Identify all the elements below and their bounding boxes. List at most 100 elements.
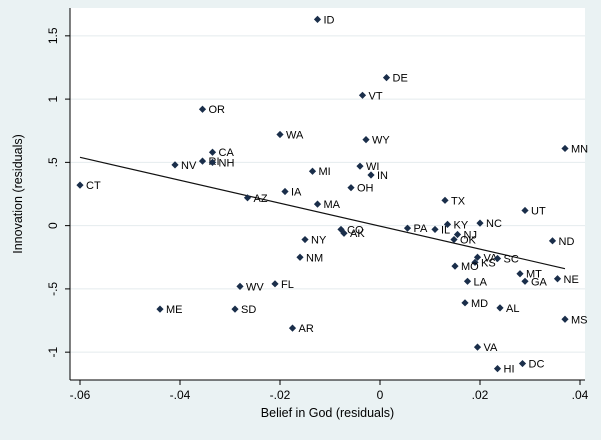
point-label: AK xyxy=(350,228,365,240)
point-label: OH xyxy=(357,183,374,195)
x-tick-label: 0 xyxy=(377,388,384,402)
point-label: CT xyxy=(86,180,101,192)
diamond-marker xyxy=(493,254,502,263)
diamond-marker xyxy=(561,144,569,153)
point-label: ND xyxy=(559,236,575,248)
diamond-marker xyxy=(288,324,297,332)
data-point: KS xyxy=(471,257,496,269)
diamond-marker xyxy=(441,196,449,204)
data-point: ND xyxy=(548,236,575,248)
point-label: AR xyxy=(299,323,314,335)
point-label: SC xyxy=(504,254,519,266)
point-label: WI xyxy=(366,161,379,173)
point-label: VT xyxy=(369,90,383,102)
x-tick-label: -.06 xyxy=(70,388,91,402)
point-label: UT xyxy=(531,205,546,217)
diamond-marker xyxy=(276,130,284,139)
point-label: WA xyxy=(286,130,304,142)
diamond-marker xyxy=(453,230,462,239)
point-label: VA xyxy=(484,252,499,264)
diamond-marker xyxy=(473,343,482,351)
data-point: NM xyxy=(296,252,323,264)
data-point: AR xyxy=(288,323,314,335)
point-label: NE xyxy=(564,274,579,286)
point-label: IN xyxy=(377,170,388,182)
diamond-marker xyxy=(243,194,252,202)
point-label: NH xyxy=(219,157,235,169)
diamond-marker xyxy=(271,280,279,288)
data-point: IA xyxy=(281,186,302,198)
data-point: MS xyxy=(561,314,588,326)
data-point: AK xyxy=(340,228,365,240)
point-label: FL xyxy=(281,279,294,291)
point-label: NV xyxy=(181,160,197,172)
diamond-marker xyxy=(340,229,348,237)
diamond-marker xyxy=(561,315,569,323)
x-tick-label: -.04 xyxy=(170,388,191,402)
diamond-marker xyxy=(471,258,479,266)
diamond-marker xyxy=(403,224,412,232)
x-tick-label: .02 xyxy=(472,388,489,402)
y-tick-label: -.5 xyxy=(46,282,60,296)
data-point: GA xyxy=(521,276,548,288)
diamond-marker xyxy=(208,148,217,156)
data-point: MN xyxy=(561,143,588,155)
diamond-marker xyxy=(313,200,322,208)
data-point: WV xyxy=(236,281,264,293)
data-point: WY xyxy=(362,135,390,147)
diamond-marker xyxy=(367,171,375,179)
diamond-marker xyxy=(476,219,484,227)
point-label: WY xyxy=(372,135,390,147)
point-label: AZ xyxy=(254,193,268,205)
diamond-marker xyxy=(301,235,309,244)
data-point: NY xyxy=(301,235,327,247)
diamond-marker xyxy=(362,135,370,144)
diamond-marker xyxy=(382,73,391,82)
point-label: NY xyxy=(311,235,327,247)
point-label: IA xyxy=(291,186,302,198)
point-label: KS xyxy=(481,257,496,269)
point-label: CO xyxy=(347,224,364,236)
data-point: HI xyxy=(493,364,515,376)
point-label: TX xyxy=(451,195,466,207)
data-point: TX xyxy=(441,195,466,207)
diamond-marker xyxy=(358,91,367,99)
data-point: ME xyxy=(156,304,183,316)
data-point: DE xyxy=(382,73,408,85)
point-label: PA xyxy=(414,223,429,235)
diamond-marker xyxy=(296,253,304,261)
diamond-marker xyxy=(521,206,529,215)
point-label: IL xyxy=(441,224,450,236)
point-label: MD xyxy=(471,298,488,310)
diamond-marker xyxy=(463,277,472,285)
fit-line xyxy=(79,156,566,270)
point-label: OR xyxy=(209,104,226,116)
diamond-marker xyxy=(198,105,207,113)
diamond-marker xyxy=(553,275,562,283)
fit-line-group xyxy=(79,156,566,270)
diamond-marker xyxy=(281,187,289,196)
data-point: NH xyxy=(208,157,235,169)
data-point: OR xyxy=(198,104,226,116)
point-label: MO xyxy=(461,261,479,273)
point-label: AL xyxy=(506,303,519,315)
point-label: NM xyxy=(306,252,323,264)
point-label: WV xyxy=(246,281,264,293)
diamond-marker xyxy=(451,262,459,270)
data-point: MD xyxy=(461,298,488,310)
point-label: DC xyxy=(529,359,545,371)
point-label: LA xyxy=(474,276,488,288)
point-label: MT xyxy=(526,269,542,281)
point-label: ID xyxy=(324,14,335,26)
diamond-marker xyxy=(171,161,179,169)
data-point: NC xyxy=(476,218,502,230)
data-point: WI xyxy=(356,161,379,173)
data-point: IN xyxy=(367,170,388,182)
point-label: CA xyxy=(219,147,235,159)
data-point: NE xyxy=(553,274,579,286)
point-label: VA xyxy=(484,342,499,354)
data-point: FL xyxy=(271,279,294,291)
diamond-marker xyxy=(347,184,355,192)
y-axis-title: Innovation (residuals) xyxy=(11,134,25,254)
data-point: VT xyxy=(358,90,383,102)
